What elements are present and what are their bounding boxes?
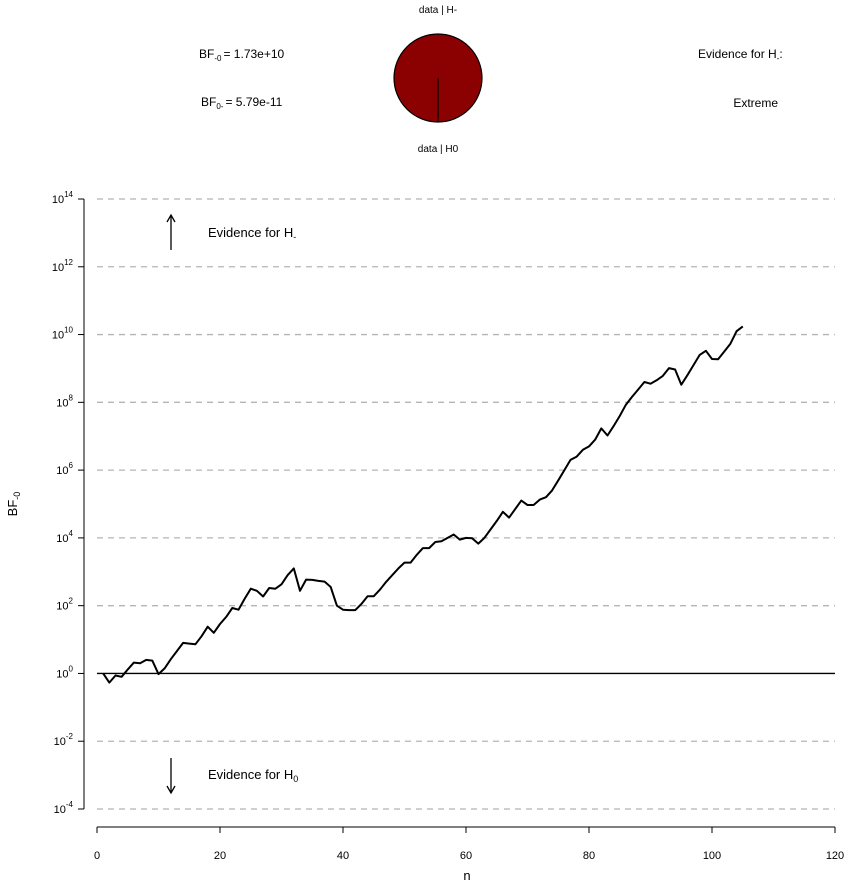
annotation-evidence-down-label: Evidence for H0 bbox=[208, 767, 298, 784]
x-axis-title: n bbox=[463, 868, 470, 883]
y-tick-label: 106 bbox=[56, 461, 73, 477]
y-tick-label: 108 bbox=[56, 393, 73, 409]
y-axis-title: BF-0 bbox=[5, 492, 22, 517]
header-panel: data | H- data | H0 BF-0 = 1.73e+10 BF0- =… bbox=[199, 5, 783, 155]
y-tick-label: 10-2 bbox=[54, 732, 74, 748]
evidence-for-label: Evidence for H-: bbox=[698, 47, 783, 63]
gridlines bbox=[97, 198, 835, 810]
y-tick-label: 10-4 bbox=[54, 800, 74, 816]
x-tick-label: 120 bbox=[826, 850, 844, 862]
evidence-category: Extreme bbox=[733, 96, 778, 110]
series-line bbox=[102, 325, 744, 684]
y-tick-label: 1014 bbox=[52, 190, 74, 206]
annotation-evidence-up-label: Evidence for H- bbox=[208, 225, 296, 242]
x-tick-label: 0 bbox=[94, 850, 100, 862]
y-tick-label: 102 bbox=[56, 597, 73, 613]
pie-chart bbox=[393, 33, 483, 123]
x-axis: 0 20 40 60 80 100 120 bbox=[94, 826, 844, 862]
x-tick-label: 80 bbox=[583, 850, 595, 862]
arrow-down-head bbox=[166, 785, 176, 795]
annotation-evidence-up: Evidence for H- bbox=[166, 213, 296, 250]
x-tick-label: 20 bbox=[214, 850, 226, 862]
plot-area: 10-4 10-2 100 102 104 106 108 1010 1012 1014 0 20 4… bbox=[5, 190, 844, 883]
x-tick-label: 40 bbox=[337, 850, 349, 862]
arrow-up-head bbox=[166, 213, 176, 223]
y-tick-label: 100 bbox=[56, 664, 73, 680]
y-tick-label: 104 bbox=[56, 529, 73, 545]
y-tick-label: 1010 bbox=[52, 326, 74, 342]
x-tick-label: 100 bbox=[703, 850, 721, 862]
bf-minus-zero-label: BF-0 = 1.73e+10 bbox=[199, 47, 285, 63]
pie-bottom-label: data | H0 bbox=[418, 144, 459, 155]
pie-top-label: data | H- bbox=[419, 5, 457, 16]
y-axis: 10-4 10-2 100 102 104 106 108 1010 1012 1014 bbox=[52, 190, 85, 816]
x-tick-label: 60 bbox=[460, 850, 472, 862]
y-tick-label: 1012 bbox=[52, 258, 74, 274]
bf-zero-minus-label: BF0- = 5.79e-11 bbox=[201, 95, 283, 111]
annotation-evidence-down: Evidence for H0 bbox=[166, 758, 298, 795]
